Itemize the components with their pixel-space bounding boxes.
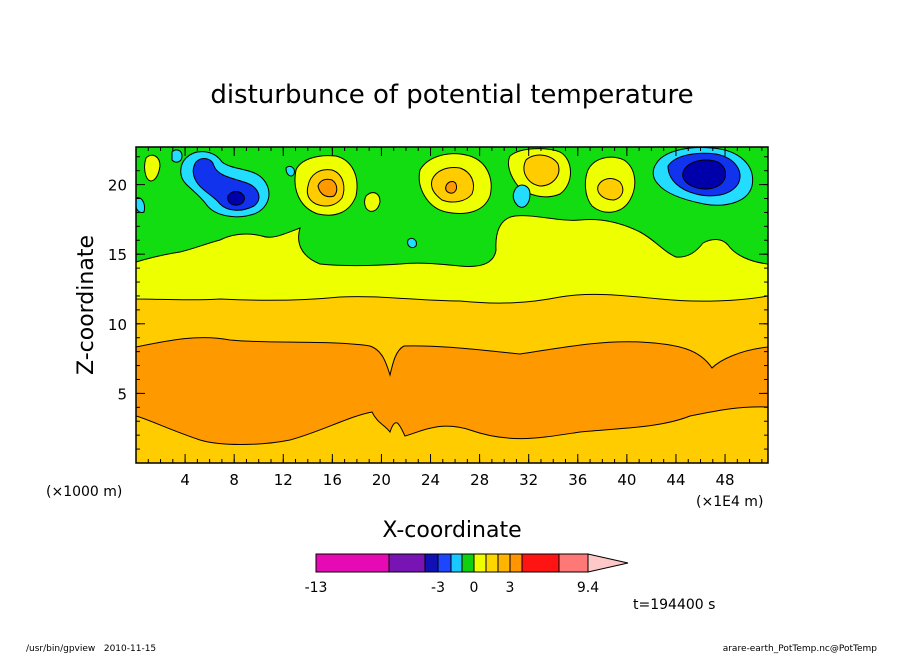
colorbar-swatch: [461, 553, 475, 573]
x-unit-label: (×1E4 m): [696, 494, 763, 510]
colorbar-label: -13: [305, 580, 328, 596]
y-tick-label: 20: [108, 177, 127, 195]
x-tick-label: 36: [568, 471, 587, 489]
colorbar-swatch: [485, 553, 499, 573]
x-tick-label: 40: [617, 471, 636, 489]
x-tick-label: 28: [470, 471, 489, 489]
y-tick-label: 10: [108, 316, 127, 334]
colorbar-swatch: [437, 553, 452, 573]
amber-pocket: [523, 154, 560, 187]
darkblue-core: [227, 191, 245, 206]
colorbar-arrow: [587, 553, 629, 573]
darkblue-core: [682, 159, 726, 190]
chart-title: disturbunce of potential temperature: [210, 80, 693, 110]
y-axis-ticks: 5 10 15 20: [108, 156, 768, 450]
cyan-spot: [407, 237, 417, 249]
x-tick-label: 4: [180, 471, 190, 489]
colorbar-swatch: [497, 553, 511, 573]
colorbar-swatch: [424, 553, 439, 573]
colorbar-swatch: [473, 553, 487, 573]
colorbar-label: 3: [506, 580, 515, 596]
cyan-spot: [512, 184, 531, 208]
colorbar-swatch: [450, 553, 463, 573]
x-axis-label: X-coordinate: [382, 518, 521, 543]
x-tick-label: 8: [229, 471, 239, 489]
y-unit-label: (×1000 m): [46, 484, 122, 500]
x-tick-label: 44: [666, 471, 685, 489]
y-tick-label: 5: [117, 385, 127, 403]
y-axis-label: Z-coordinate: [74, 235, 99, 375]
x-tick-label: 16: [323, 471, 342, 489]
colorbar-label: 9.4: [577, 580, 599, 596]
orange-pocket: [317, 178, 338, 198]
footer-left: /usr/bin/gpview 2010-11-15: [26, 644, 156, 654]
colorbar-label: 0: [470, 580, 479, 596]
x-tick-label: 20: [372, 471, 391, 489]
orange-band: [136, 337, 768, 445]
orange-pocket: [445, 181, 457, 194]
colorbar-swatch: [521, 553, 560, 573]
colorbar-label: -3: [431, 580, 445, 596]
time-label: t=194400 s: [633, 597, 715, 613]
x-tick-label: 12: [274, 471, 293, 489]
plot-area: [136, 147, 768, 463]
x-tick-label: 48: [716, 471, 735, 489]
colorbar-labels: -13 -3 0 3 9.4: [305, 580, 600, 596]
footer-right: arare-earth_PotTemp.nc@PotTemp: [723, 644, 878, 654]
plot-frame: [135, 146, 769, 464]
colorbar-swatch: [388, 553, 426, 573]
y-tick-label: 15: [108, 246, 127, 264]
colorbar-swatch: [509, 553, 523, 573]
colorbar: [315, 553, 629, 573]
yellow-pocket: [144, 154, 161, 182]
cyan-spot: [171, 149, 183, 163]
x-tick-label: 32: [519, 471, 538, 489]
x-axis-ticks: 4 8 12 16 20 24 28 32 36 40 44 48: [147, 147, 763, 489]
yellow-pocket: [364, 192, 381, 212]
cyan-spot: [285, 165, 295, 177]
colorbar-swatch: [558, 553, 589, 573]
x-tick-label: 24: [421, 471, 440, 489]
colorbar-swatch: [315, 553, 390, 573]
amber-pocket: [597, 178, 624, 201]
